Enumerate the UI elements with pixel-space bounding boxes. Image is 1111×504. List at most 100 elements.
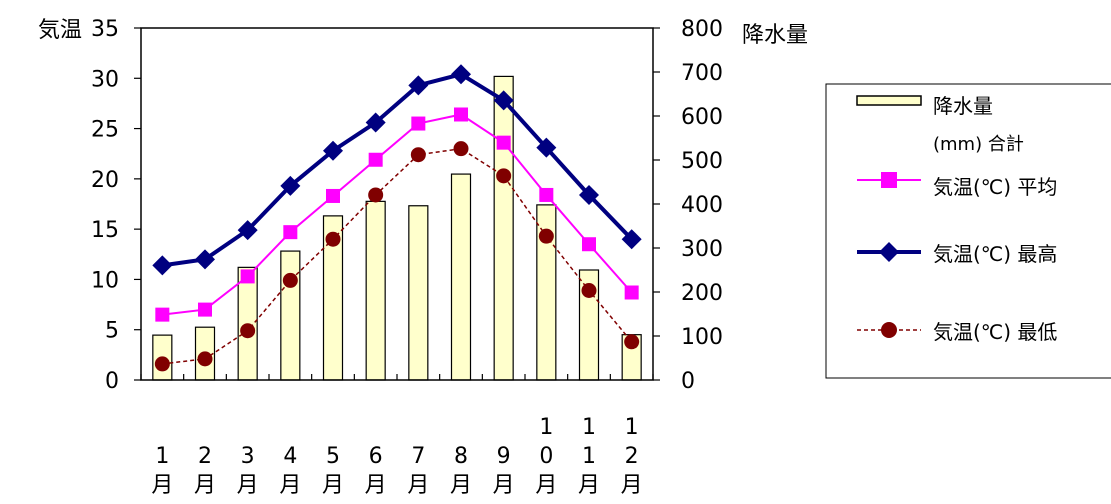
category-label-char: 9 — [497, 444, 511, 469]
left-axis-title: 気温 — [38, 18, 82, 43]
right-axis-tick-label: 600 — [681, 105, 723, 130]
category-label-char: 月 — [194, 473, 216, 498]
min-temp-marker — [538, 228, 554, 244]
avg-temp-marker — [411, 116, 426, 131]
legend-bar-label-line2: (mm) 合計 — [933, 134, 1024, 155]
category-label-char: 1 — [539, 415, 553, 440]
category-label-char: 1 — [582, 415, 596, 440]
max-temp-marker — [621, 229, 642, 250]
max-temp-marker — [493, 90, 514, 111]
precip-bar — [450, 173, 472, 381]
category-label-char: 月 — [279, 473, 301, 498]
right-axis-tick-label: 500 — [681, 149, 723, 174]
right-axis-tick-label: 200 — [681, 281, 723, 306]
right-axis-tick-label: 800 — [681, 17, 723, 42]
min-temp-marker — [282, 272, 298, 288]
min-temp-marker — [154, 356, 170, 372]
category-label-char: 月 — [365, 473, 387, 498]
avg-temp-marker — [155, 307, 170, 322]
left-axis-tick-label: 25 — [91, 118, 119, 143]
right-axis-tick-label: 700 — [681, 61, 723, 86]
left-axis-tick-label: 0 — [105, 369, 119, 394]
legend: 降水量 (mm) 合計 気温(℃) 平均 気温(℃) 最高 気温(℃) 最低 — [825, 83, 1111, 379]
category-label-char: 月 — [237, 473, 259, 498]
avg-temp-marker — [368, 152, 383, 167]
category-label-char: 月 — [621, 473, 643, 498]
category-label-char: 2 — [625, 444, 639, 469]
category-label-char: 8 — [454, 444, 468, 469]
precip-bar — [280, 250, 301, 381]
avg-temp-marker — [582, 237, 596, 252]
min-temp-marker — [410, 147, 426, 163]
category-label-char: 6 — [369, 444, 383, 469]
max-temp-marker — [365, 112, 386, 133]
category-label-char: 月 — [322, 473, 344, 498]
axis-tick-labels: 0 5 10 15 20 25 30 35 0 100 200 300 400 500 600 700 800 — [91, 17, 723, 394]
left-axis-tick-label: 15 — [91, 218, 119, 243]
right-axis-tick-label: 400 — [681, 193, 723, 218]
min-temp-marker — [624, 334, 640, 350]
series-line — [162, 72, 634, 268]
min-temp-marker — [496, 168, 512, 184]
legend-bar-swatch — [856, 95, 922, 106]
avg-temp-marker — [240, 269, 255, 284]
max-temp-marker — [451, 64, 471, 85]
right-axis-tick-label: 100 — [681, 325, 723, 350]
right-axis-tick-label: 300 — [681, 237, 723, 262]
category-label-char: 月 — [535, 473, 557, 498]
max-temp-marker — [280, 175, 301, 196]
series-line — [162, 147, 633, 365]
temperature-lines — [152, 64, 642, 372]
min-temp-marker — [325, 231, 341, 247]
min-temp-marker — [240, 323, 256, 339]
left-axis-tick-label: 10 — [91, 268, 119, 293]
plot-area-frame — [140, 27, 654, 381]
category-label-char: 月 — [578, 473, 600, 498]
legend-bar-label-line1: 降水量 — [933, 94, 993, 118]
series-line — [162, 113, 633, 316]
avg-temp-marker — [198, 302, 212, 317]
max-temp-marker — [152, 255, 173, 276]
category-label-char: 5 — [326, 444, 340, 469]
avg-temp-marker — [496, 135, 511, 150]
avg-temp-marker — [624, 285, 639, 300]
category-label-char: 月 — [407, 473, 429, 498]
category-label-char: 7 — [411, 444, 425, 469]
category-label-char: 2 — [198, 444, 212, 469]
category-label-char: 4 — [283, 444, 297, 469]
min-temp-marker — [197, 351, 213, 367]
max-temp-marker — [536, 137, 557, 158]
avg-temp-marker — [326, 188, 340, 203]
category-label-char: 1 — [582, 444, 596, 469]
left-axis-tick-label: 20 — [91, 168, 119, 193]
axis-ticks — [134, 27, 660, 381]
legend-max-marker — [879, 242, 899, 262]
left-axis-tick-label: 35 — [91, 17, 119, 42]
max-temp-marker — [579, 184, 599, 205]
max-temp-marker — [323, 140, 343, 161]
precipitation-bars — [152, 75, 642, 381]
precip-bar — [493, 75, 514, 381]
left-axis-tick-label: 30 — [91, 67, 119, 92]
legend-min-label: 気温(℃) 最低 — [933, 320, 1057, 344]
category-label-char: 1 — [625, 415, 639, 440]
category-label-char: 3 — [241, 444, 255, 469]
left-axis-tick-label: 5 — [105, 319, 119, 344]
category-label-char: 月 — [151, 473, 173, 498]
max-temp-marker — [408, 75, 429, 96]
avg-temp-marker — [539, 187, 554, 202]
max-temp-marker — [237, 220, 258, 241]
right-axis-tick-label: 0 — [681, 369, 695, 394]
min-temp-marker — [453, 141, 469, 157]
precip-bar — [408, 205, 429, 381]
legend-avg-label: 気温(℃) 平均 — [933, 175, 1057, 199]
legend-min-marker — [881, 322, 897, 338]
min-temp-marker — [368, 187, 384, 203]
category-label-char: 月 — [450, 473, 472, 498]
right-axis-title: 降水量 — [742, 23, 808, 48]
precip-bar — [365, 200, 386, 381]
category-label-char: 1 — [155, 444, 169, 469]
